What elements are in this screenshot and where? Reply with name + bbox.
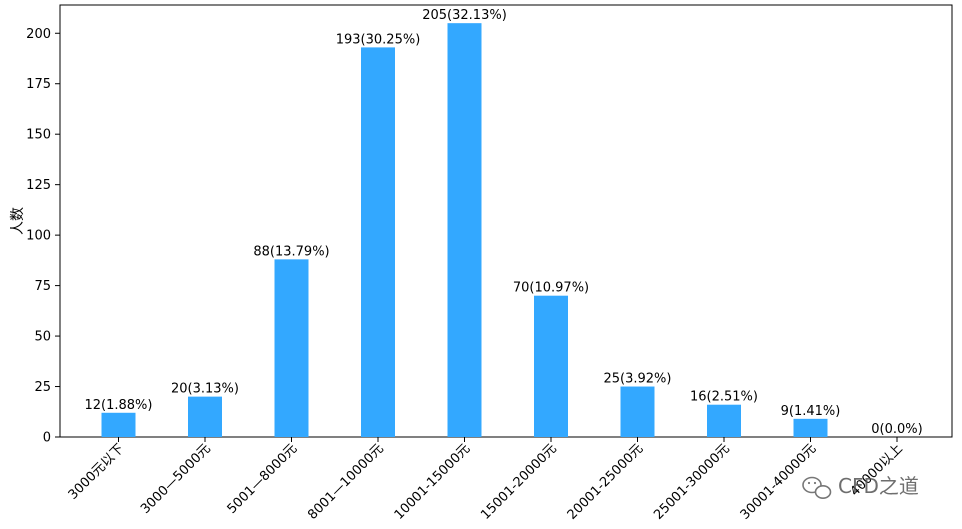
y-tick-label: 100 [26,229,51,244]
y-axis-ticks: 0 25 50 75 100 125 150 175 200 [26,27,60,446]
bar-data-label: 88(13.79%) [253,244,329,259]
x-tick-label: 15001-20000元 [478,441,560,523]
bar-data-label: 205(32.13%) [422,8,507,23]
bar [101,412,136,437]
bar [361,47,395,438]
bar-data-label: 0(0.0%) [871,422,922,437]
x-tick-label: 3000元以下 [66,441,128,503]
x-tick-label: 30001-40000元 [738,441,820,523]
data-labels: 12(1.88%)20(3.13%)88(13.79%)193(30.25%)2… [85,8,923,437]
bars [101,23,828,438]
y-tick-label: 200 [26,27,51,42]
plot-frame [59,4,953,438]
x-tick-label: 25001-30000元 [651,441,733,523]
bar [793,418,828,437]
y-tick-label: 0 [43,431,51,446]
watermark-text: CFD之道 [838,474,919,498]
x-tick-label: 8001—10000元 [305,441,387,523]
x-axis-ticks: 3000元以下 3000—5000元 5001—8000元 8001—10000元 10… [66,437,906,523]
y-tick-label: 175 [26,77,51,92]
bar-data-label: 20(3.13%) [171,382,239,397]
y-tick-label: 125 [26,178,51,193]
bar [707,404,741,437]
wechat-icon [802,476,832,499]
y-tick-label: 50 [34,330,51,345]
y-axis-label: 人数 [10,207,26,235]
bar [188,396,222,437]
x-tick-label: 5001—8000元 [225,441,301,517]
x-tick-label: 20001-25000元 [565,441,647,523]
y-tick-label: 75 [34,279,51,294]
bar [447,23,482,438]
bar [620,386,655,437]
y-tick-label: 25 [34,380,51,395]
bar-data-label: 9(1.41%) [781,404,841,419]
y-tick-label: 150 [26,128,51,143]
bar-data-label: 25(3.92%) [604,372,672,387]
bar-data-label: 193(30.25%) [336,32,421,47]
x-tick-label: 10001-15000元 [392,441,474,523]
bar-data-label: 70(10.97%) [513,281,589,296]
x-tick-label: 3000—5000元 [138,441,214,517]
bar [534,295,568,437]
watermark: CFD之道 [802,474,919,499]
bar-data-label: 12(1.88%) [85,398,153,413]
bar-data-label: 16(2.51%) [690,390,758,405]
bar [274,259,309,437]
